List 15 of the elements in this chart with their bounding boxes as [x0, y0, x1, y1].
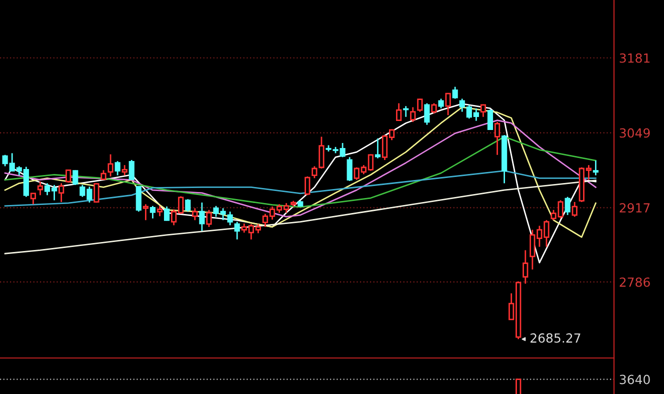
candlestick	[37, 180, 44, 196]
annotation: 2685.27	[530, 333, 580, 343]
candlestick	[142, 204, 148, 221]
line-series	[4, 136, 596, 208]
y-tick-label: 2786	[620, 277, 650, 287]
candlestick	[122, 164, 128, 176]
line-series	[4, 120, 596, 218]
y-tick-label: 2917	[620, 203, 650, 213]
line-series	[4, 170, 596, 207]
y-tick-label: 3049	[620, 128, 650, 138]
candlestick	[522, 250, 528, 284]
candlestick	[592, 160, 599, 176]
y-tick-label: 3181	[620, 53, 650, 63]
y-tick-label: 3640	[620, 374, 650, 384]
line-series	[4, 180, 596, 254]
